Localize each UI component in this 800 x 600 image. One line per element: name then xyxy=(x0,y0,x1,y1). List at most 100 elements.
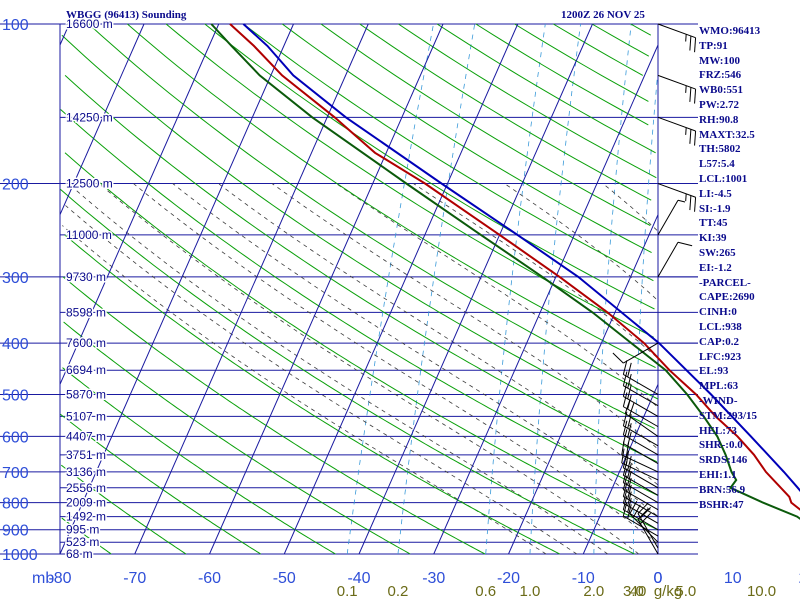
dry-adiabat-line xyxy=(165,23,654,338)
wind-barb-staff xyxy=(657,183,696,198)
pressure-tick-label: 1000 xyxy=(2,547,38,564)
dry-adiabat-line xyxy=(282,23,652,254)
height-label: 8598 m xyxy=(66,305,106,319)
mixing-ratio-label: 0.2 xyxy=(388,583,409,600)
index-value: EI:-1.2 xyxy=(699,261,732,274)
wind-barb xyxy=(657,23,697,53)
isotherm-line xyxy=(508,214,659,555)
wind-barb-feather xyxy=(689,87,692,102)
wind-barb-feather xyxy=(689,129,692,144)
wind-barb-feather xyxy=(694,89,697,104)
wind-barb xyxy=(622,360,659,395)
wind-barb xyxy=(657,199,686,236)
wind-barb-staff xyxy=(623,342,659,364)
isotherm-line xyxy=(134,23,369,555)
dry-adiabat-line xyxy=(64,75,658,463)
wind-barb xyxy=(657,74,697,104)
wind-barb-feather xyxy=(627,477,632,493)
moist-adiabat-line xyxy=(62,225,547,555)
height-label: 16600 m xyxy=(66,17,113,31)
dry-adiabat-line xyxy=(630,23,652,36)
mixing-ratio-label: 1.0 xyxy=(520,583,541,600)
pressure-unit-label: mb xyxy=(32,570,54,587)
wind-barb-staff xyxy=(657,200,679,236)
height-label: 3136 m xyxy=(66,465,106,479)
wind-barb-feather xyxy=(622,360,628,375)
index-value: CINH:0 xyxy=(699,306,737,319)
height-label: 11000 m xyxy=(66,228,112,242)
dry-adiabat-line xyxy=(553,23,644,76)
wind-barb-feather xyxy=(627,384,632,400)
wind-barb-feather xyxy=(627,394,632,410)
dry-adiabat-line xyxy=(64,234,560,555)
wind-barb-feather xyxy=(622,468,628,483)
dry-adiabat-line xyxy=(88,23,659,400)
wind-barb-half-feather xyxy=(685,85,687,93)
wind-barb xyxy=(657,183,697,212)
temperature-tick-label: -60 xyxy=(198,570,221,587)
wind-barb xyxy=(622,420,659,456)
index-value: KI:39 xyxy=(699,232,727,245)
height-label: 4407 m xyxy=(66,429,106,443)
pressure-tick-label: 900 xyxy=(2,523,29,540)
dry-adiabat-line xyxy=(127,23,656,369)
index-value: SW:265 xyxy=(699,246,736,259)
index-value: PW:2.72 xyxy=(699,98,740,111)
dry-adiabat-line xyxy=(436,23,656,154)
mixing-ratio-label: 2.0 xyxy=(583,583,604,600)
pressure-tick-label: 600 xyxy=(2,429,29,446)
height-label: 12500 m xyxy=(66,177,113,191)
temperature-tick-label: -70 xyxy=(123,570,146,587)
temperature-tick-label: -50 xyxy=(273,570,296,587)
wind-barb-staff xyxy=(623,474,659,496)
dry-adiabat-line xyxy=(591,23,650,57)
height-label: 2556 m xyxy=(66,481,106,495)
temperature-tick-label: 0 xyxy=(654,570,663,587)
index-value: HEL:73 xyxy=(699,424,737,437)
valid-time: 1200Z 26 NOV 25 xyxy=(561,9,645,21)
temperature-trace xyxy=(229,23,800,511)
wind-barb-staff xyxy=(623,406,659,428)
moist-adiabat-line xyxy=(335,183,657,407)
dry-adiabat-line xyxy=(514,23,649,102)
wind-barb xyxy=(612,342,659,364)
dry-adiabat-line xyxy=(204,23,655,310)
index-value: L57:5.4 xyxy=(699,158,735,171)
wind-barb xyxy=(657,241,693,278)
wind-barb-staff xyxy=(623,395,659,417)
wind-barb-staff xyxy=(623,434,659,456)
wind-barb-feather xyxy=(627,456,632,471)
pressure-tick-label: 300 xyxy=(2,270,29,287)
wind-barb-feather xyxy=(628,402,635,417)
isotherm-line xyxy=(209,23,444,555)
wind-barb xyxy=(622,468,659,504)
parcel-trace xyxy=(242,23,800,493)
mixing-ratio-label: 0.6 xyxy=(475,583,496,600)
wind-barb-feather xyxy=(694,130,697,146)
moist-adiabat-line xyxy=(271,183,657,448)
index-value: WMO:96413 xyxy=(699,25,761,37)
wind-barb-staff xyxy=(623,443,659,464)
wind-barb-staff xyxy=(657,74,696,90)
moist-adiabat-line xyxy=(602,183,658,231)
wind-barb-feather xyxy=(689,35,692,51)
wind-barb-staff xyxy=(623,489,659,511)
wind-barb-feather xyxy=(694,197,697,212)
index-value: STM:293/15 xyxy=(699,409,758,422)
height-label: 1492 m xyxy=(66,510,106,524)
wind-barb-staff xyxy=(621,454,659,473)
isotherm-line xyxy=(582,384,659,555)
index-value: BRN:56.9 xyxy=(699,483,746,496)
index-value: SRDS:146 xyxy=(699,454,748,467)
pressure-tick-label: 400 xyxy=(2,336,29,353)
wind-barb-staff xyxy=(623,515,659,537)
wind-barb-half-feather xyxy=(685,127,687,135)
pressure-tick-label: 700 xyxy=(2,465,29,482)
height-label: 5870 m xyxy=(66,387,106,401)
wind-barbs xyxy=(612,23,697,555)
sounding-traces xyxy=(210,23,800,520)
mixing-ratio-label: 10.0 xyxy=(747,583,776,600)
dry-adiabats xyxy=(59,23,659,555)
mixing-ratio-label: 5.0 xyxy=(675,583,696,600)
wind-barb-feather xyxy=(689,195,692,211)
